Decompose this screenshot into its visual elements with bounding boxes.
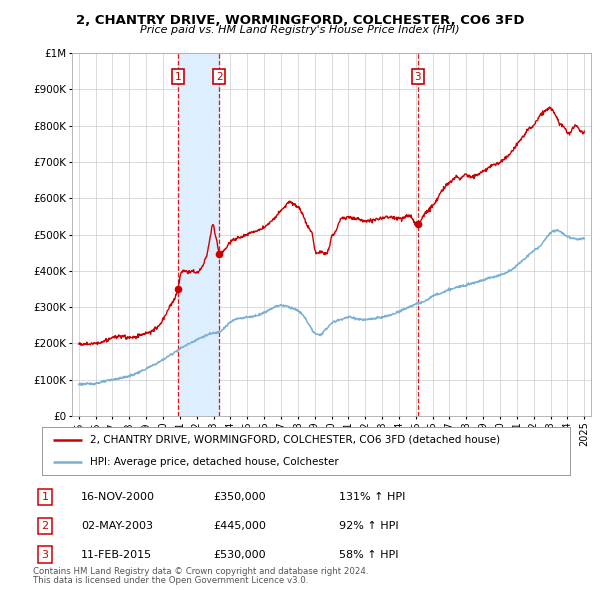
Text: 2, CHANTRY DRIVE, WORMINGFORD, COLCHESTER, CO6 3FD (detached house): 2, CHANTRY DRIVE, WORMINGFORD, COLCHESTE… bbox=[89, 435, 500, 445]
Bar bbox=[178, 53, 219, 416]
Text: This data is licensed under the Open Government Licence v3.0.: This data is licensed under the Open Gov… bbox=[33, 576, 308, 585]
Text: Contains HM Land Registry data © Crown copyright and database right 2024.: Contains HM Land Registry data © Crown c… bbox=[33, 567, 368, 576]
Text: 1: 1 bbox=[41, 492, 49, 502]
Text: 02-MAY-2003: 02-MAY-2003 bbox=[81, 522, 153, 531]
Text: 1: 1 bbox=[175, 72, 181, 81]
Text: HPI: Average price, detached house, Colchester: HPI: Average price, detached house, Colc… bbox=[89, 457, 338, 467]
Text: 2: 2 bbox=[41, 522, 49, 531]
Text: £350,000: £350,000 bbox=[213, 492, 266, 502]
Text: 58% ↑ HPI: 58% ↑ HPI bbox=[339, 550, 398, 559]
Text: Price paid vs. HM Land Registry's House Price Index (HPI): Price paid vs. HM Land Registry's House … bbox=[140, 25, 460, 35]
Text: £445,000: £445,000 bbox=[213, 522, 266, 531]
Text: £530,000: £530,000 bbox=[213, 550, 266, 559]
Text: 11-FEB-2015: 11-FEB-2015 bbox=[81, 550, 152, 559]
Text: 3: 3 bbox=[415, 72, 421, 81]
Text: 2, CHANTRY DRIVE, WORMINGFORD, COLCHESTER, CO6 3FD: 2, CHANTRY DRIVE, WORMINGFORD, COLCHESTE… bbox=[76, 14, 524, 27]
Text: 92% ↑ HPI: 92% ↑ HPI bbox=[339, 522, 398, 531]
Text: 3: 3 bbox=[41, 550, 49, 559]
Text: 2: 2 bbox=[216, 72, 223, 81]
Text: 16-NOV-2000: 16-NOV-2000 bbox=[81, 492, 155, 502]
Text: 131% ↑ HPI: 131% ↑ HPI bbox=[339, 492, 406, 502]
